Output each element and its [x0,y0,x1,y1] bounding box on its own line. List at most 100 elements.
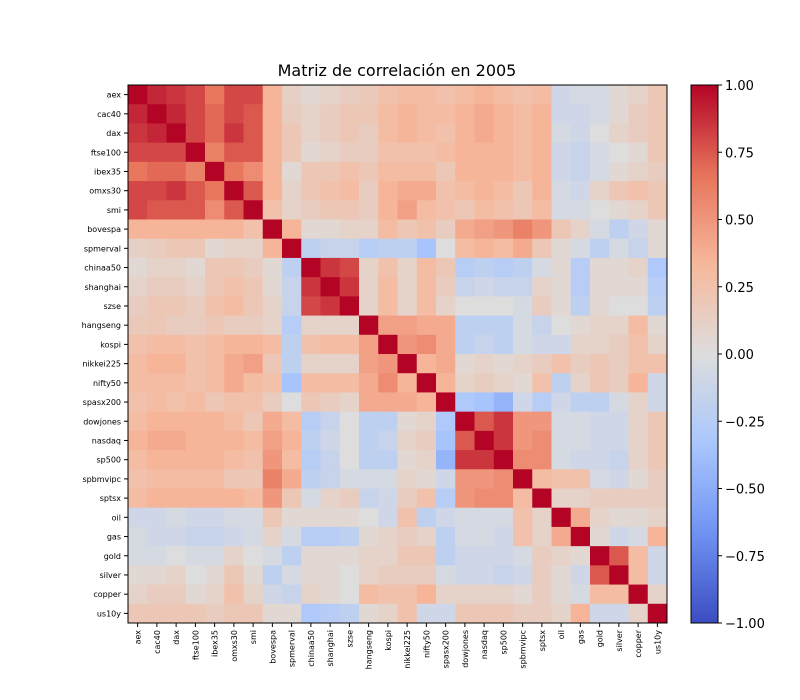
heatmap-cell-nifty50-dowjones [455,373,475,393]
x-tick-labels: aex cac40 dax ftse100 ibex35 omxs30 smi bovespa… [134,623,662,669]
heatmap-cell-silver-sp500 [493,565,514,585]
heatmap-cell-shanghai-aex [128,277,148,297]
heatmap-cell-oil-smi [243,507,264,528]
heatmap-cell-aex-nifty50 [416,85,437,105]
heatmap-cell-omxs30-bovespa [262,181,283,201]
heatmap-cell-kospi-gold [590,334,610,355]
heatmap-cell-chinaa50-ftse100 [185,257,206,278]
heatmap-cell-sp500-silver [609,450,629,470]
heatmap-cell-nikkei225-silver [609,354,629,374]
heatmap-cell-silver-nikkei225 [397,565,418,585]
heatmap-cell-ibex35-spasx200 [436,161,456,182]
heatmap-cell-dax-sp500 [493,123,514,144]
y-tick-label-spasx200: spasx200 [83,398,121,407]
heatmap-cell-nifty50-sptsx [532,373,552,393]
heatmap-cell-silver-dowjones [455,565,475,585]
heatmap-cell-bovespa-ibex35 [205,219,225,240]
heatmap-cell-hangseng-spmerval [282,315,302,336]
heatmap-cell-cac40-omxs30 [224,104,244,124]
heatmap-cell-szse-spbmvipc [513,296,533,316]
heatmap-cell-gold-dax [166,546,187,566]
heatmap-cell-nikkei225-kospi [378,354,398,374]
heatmap-cell-dowjones-omxs30 [224,411,244,432]
heatmap-cell-sp500-hangseng [359,450,379,470]
x-tick-label-bovespa: bovespa [268,630,277,664]
heatmap-cell-kospi-copper [628,334,649,355]
heatmap-cell-nasdaq-chinaa50 [301,430,321,451]
heatmap-cell-sp500-ftse100 [185,450,206,470]
heatmap-cell-hangseng-smi [243,315,264,336]
heatmap-cell-copper-dax [166,584,187,605]
heatmap-cell-hangseng-cac40 [147,315,167,336]
heatmap-cell-gold-nikkei225 [397,546,418,566]
heatmap-cell-nifty50-shanghai [320,373,341,393]
heatmap-cell-chinaa50-gold [590,257,610,278]
heatmap-cell-hangseng-dax [166,315,187,336]
heatmap-cell-spasx200-ibex35 [205,392,225,413]
heatmap-cell-cac40-ibex35 [205,104,225,124]
heatmap-cell-oil-bovespa [262,507,283,528]
heatmap-cell-ibex35-ibex35 [205,161,225,182]
heatmap-cell-gas-cac40 [147,526,167,547]
heatmap-cell-dowjones-oil [551,411,572,432]
heatmap-cell-copper-szse [339,584,360,605]
y-tick-label-dowjones: dowjones [83,417,121,426]
heatmap-cell-gas-aex [128,526,148,547]
heatmap-cell-ibex35-sptsx [532,161,552,182]
heatmap-cell-ftse100-dax [166,142,187,163]
heatmap-cell-nifty50-kospi [378,373,398,393]
heatmap-cell-nifty50-nasdaq [474,373,495,393]
heatmap-cell-dax-nasdaq [474,123,495,144]
heatmap-cell-ftse100-nifty50 [416,142,437,163]
x-tick-label-spasx200: spasx200 [442,630,451,668]
heatmap-cell-ibex35-dowjones [455,161,475,182]
y-tick-label-spmerval: spmerval [84,244,121,253]
heatmap-cell-hangseng-silver [609,315,629,336]
heatmap-cell-bovespa-oil [551,219,572,240]
heatmap-cell-bovespa-ftse100 [185,219,206,240]
heatmap-cell-gold-us10y [647,546,668,566]
heatmap-cell-bovespa-spbmvipc [513,219,533,240]
heatmap-cell-copper-smi [243,584,264,605]
heatmap-cell-chinaa50-omxs30 [224,257,244,278]
heatmap-cell-dowjones-nifty50 [416,411,437,432]
heatmap-cell-dowjones-hangseng [359,411,379,432]
heatmap-cell-silver-ftse100 [185,565,206,585]
heatmap-cell-nasdaq-kospi [378,430,398,451]
heatmap-cell-cac40-shanghai [320,104,341,124]
heatmap-cell-ftse100-spmerval [282,142,302,163]
heatmap-cell-sptsx-oil [551,488,572,509]
heatmap-cell-sp500-nifty50 [416,450,437,470]
heatmap-cell-spbmvipc-gas [570,469,591,489]
heatmap-cell-nasdaq-omxs30 [224,430,244,451]
heatmap-cell-shanghai-oil [551,277,572,297]
heatmap-cell-us10y-dowjones [455,603,475,624]
heatmap-cell-shanghai-us10y [647,277,668,297]
y-tick-label-nasdaq: nasdaq [92,436,121,445]
heatmap-cell-shanghai-bovespa [262,277,283,297]
heatmap-cell-shanghai-nifty50 [416,277,437,297]
heatmap-cell-gold-bovespa [262,546,283,566]
heatmap-cell-ibex35-spmerval [282,161,302,182]
heatmap-cell-kospi-nasdaq [474,334,495,355]
heatmap-cell-gas-bovespa [262,526,283,547]
heatmap-cell-nikkei225-nifty50 [416,354,437,374]
heatmap-cell-chinaa50-szse [339,257,360,278]
heatmap-cell-kospi-smi [243,334,264,355]
heatmap-cell-oil-nikkei225 [397,507,418,528]
heatmap-cell-aex-chinaa50 [301,85,321,105]
heatmap-cell-spasx200-dowjones [455,392,475,413]
heatmap-cell-nasdaq-gold [590,430,610,451]
heatmap-cell-nasdaq-spasx200 [436,430,456,451]
heatmap-cell-smi-spmerval [282,200,302,220]
heatmap-cell-spbmvipc-sp500 [493,469,514,489]
heatmap-cell-dowjones-gas [570,411,591,432]
heatmap-cell-gold-nifty50 [416,546,437,566]
heatmap-cell-omxs30-hangseng [359,181,379,201]
heatmap-cell-bovespa-omxs30 [224,219,244,240]
heatmap-cell-nifty50-ftse100 [185,373,206,393]
heatmap-cell-gas-gold [590,526,610,547]
heatmap-cell-spbmvipc-oil [551,469,572,489]
heatmap-cell-oil-aex [128,507,148,528]
heatmap-cell-szse-kospi [378,296,398,316]
